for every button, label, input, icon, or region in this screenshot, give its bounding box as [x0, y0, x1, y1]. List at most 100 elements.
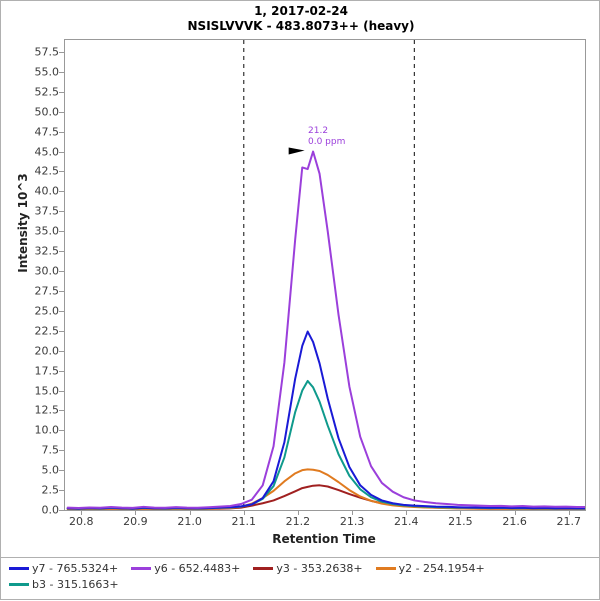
- x-axis-tick-labels: 20.8 20.9 21.0 21.1 21.2 21.3 21.4 21.5 21.6 21.7: [64, 515, 585, 531]
- x-axis-tick-label: 21.3: [339, 515, 365, 528]
- y-axis-tick-marks: [1, 39, 64, 511]
- x-axis-tick-label: 21.6: [502, 515, 527, 528]
- legend-color-swatch: [253, 567, 274, 570]
- y-axis-tick-mark: [59, 470, 64, 472]
- y-axis-tick-label: 20.0: [34, 344, 60, 358]
- legend-color-swatch: [9, 567, 29, 570]
- x-axis-tick-mark: [568, 510, 570, 515]
- y-axis-tick-mark: [59, 111, 64, 113]
- y-axis-tick-mark: [59, 410, 64, 412]
- legend-color-swatch: [9, 583, 29, 586]
- y-axis-tick-mark: [59, 271, 64, 273]
- legend-item-label: y7 - 765.5324+: [32, 562, 119, 575]
- legend-row: y7 - 765.5324+ y6 - 652.4483+ y3 - 353.263…: [9, 562, 591, 594]
- y-axis-tick-mark: [59, 430, 64, 432]
- y-axis-tick-label: 30.0: [34, 264, 60, 278]
- y-axis-tick-label: 17.5: [34, 364, 60, 378]
- y-axis-tick-mark: [59, 191, 64, 193]
- y-axis-tick-label: 10.0: [34, 423, 60, 437]
- legend-color-swatch: [131, 567, 152, 570]
- y-axis-tick-label: 45.0: [34, 145, 60, 159]
- x-axis-tick-label: 21.5: [448, 515, 473, 528]
- x-axis-tick-label: 21.2: [285, 515, 311, 528]
- y-axis-tick-mark: [59, 310, 64, 312]
- x-axis-tick-label: 21.0: [177, 515, 202, 528]
- y-axis-tick-mark: [59, 510, 64, 511]
- trace-b3[interactable]: [66, 379, 585, 510]
- legend-item-label: b3 - 315.1663+: [32, 578, 119, 591]
- plot-area[interactable]: [64, 39, 586, 511]
- peak-pointer-arrow-icon: [288, 147, 305, 155]
- y-axis-tick-label: 32.5: [34, 244, 60, 258]
- y-axis-tick-labels: 0.0 2.5 5.0 7.5 10.0 12.5 15.0 17.5 20.0 22.5 25.0…: [15, 39, 60, 516]
- y-axis-tick-label: 25.0: [34, 304, 60, 318]
- y-axis-tick-mark: [59, 350, 64, 352]
- y-axis-tick-mark: [59, 330, 64, 332]
- y-axis-tick-label: 27.5: [34, 284, 60, 298]
- y-axis-tick-mark: [59, 171, 64, 173]
- y-axis-tick-label: 15.0: [34, 384, 60, 397]
- x-axis-tick-label: 21.1: [231, 515, 257, 528]
- legend-item-label: y3 - 353.2638+: [276, 562, 363, 575]
- x-axis-tick-mark: [352, 510, 354, 515]
- legend-item[interactable]: y2 - 254.1954+: [375, 562, 485, 575]
- y-axis-tick-mark: [59, 251, 64, 253]
- y-axis-tick-mark: [59, 131, 64, 133]
- x-axis-tick-mark: [514, 510, 516, 515]
- legend-item[interactable]: y3 - 353.2638+: [253, 562, 363, 575]
- x-axis-tick-label: 21.4: [394, 515, 419, 528]
- chart-title-block: 1, 2017-02-24 NSISLVVVK - 483.8073++ (he…: [1, 4, 600, 34]
- y-axis-tick-mark: [59, 151, 64, 153]
- y-axis-tick-label: 47.5: [34, 125, 60, 139]
- y-axis-tick-label: 2.5: [41, 483, 60, 497]
- y-axis-tick-mark: [59, 490, 64, 492]
- y-axis-tick-mark: [59, 390, 64, 392]
- y-axis-tick-label: 42.5: [34, 164, 60, 178]
- x-axis-tick-mark: [189, 510, 191, 515]
- y-axis-tick-label: 35.0: [34, 224, 60, 238]
- x-axis-tick-label: 20.9: [123, 515, 148, 528]
- y-axis-tick-mark: [59, 370, 64, 372]
- y-axis-tick-label: 22.5: [34, 324, 60, 338]
- trace-y2[interactable]: [66, 468, 585, 510]
- chart-title: 1, 2017-02-24: [254, 4, 348, 18]
- x-axis-tick-mark: [243, 510, 245, 515]
- y-axis-tick-label: 55.0: [34, 65, 60, 79]
- x-axis-tick-mark: [81, 510, 83, 515]
- y-axis-tick-label: 57.5: [34, 45, 60, 59]
- legend-item[interactable]: y6 - 652.4483+: [131, 562, 240, 575]
- y-axis-tick-label: 50.0: [34, 105, 60, 119]
- x-axis-tick-label: 21.7: [556, 515, 582, 528]
- y-axis-tick-mark: [59, 51, 64, 53]
- x-axis-tick-mark: [297, 510, 299, 515]
- legend-item[interactable]: b3 - 315.1663+: [9, 578, 119, 591]
- legend-item[interactable]: y7 - 765.5324+: [9, 562, 118, 575]
- chart-subtitle: NSISLVVVK - 483.8073++ (heavy): [187, 19, 415, 33]
- x-axis-tick-mark: [460, 510, 462, 515]
- y-axis-tick-mark: [59, 91, 64, 93]
- x-axis-tick-mark: [135, 510, 137, 515]
- x-axis-label: Retention Time: [272, 532, 376, 546]
- legend: y7 - 765.5324+ y6 - 652.4483+ y3 - 353.263…: [1, 557, 599, 594]
- y-axis-tick-label: 37.5: [34, 204, 60, 218]
- trace-y6[interactable]: [66, 150, 585, 510]
- x-axis-tick-marks: [64, 510, 585, 516]
- y-axis-tick-label: 7.5: [41, 443, 60, 457]
- legend-item-label: y6 - 652.4483+: [154, 562, 241, 575]
- y-axis-tick-label: 12.5: [34, 403, 60, 417]
- y-axis-tick-label: 5.0: [41, 463, 60, 477]
- x-axis-tick-mark: [406, 510, 408, 515]
- x-axis-tick-label: 20.8: [69, 515, 94, 528]
- legend-color-swatch: [375, 567, 396, 570]
- y-axis-tick-mark: [59, 231, 64, 233]
- y-axis-tick-label: 40.0: [34, 184, 60, 198]
- legend-item-label: y2 - 254.1954+: [398, 562, 485, 575]
- y-axis-tick-mark: [59, 450, 64, 452]
- chromatogram-svg: [66, 40, 585, 510]
- y-axis-tick-mark: [59, 71, 64, 73]
- y-axis-tick-label: 0.0: [41, 503, 60, 517]
- y-axis-tick-mark: [59, 211, 64, 213]
- y-axis-tick-mark: [59, 290, 64, 292]
- y-axis-tick-label: 52.5: [34, 85, 60, 99]
